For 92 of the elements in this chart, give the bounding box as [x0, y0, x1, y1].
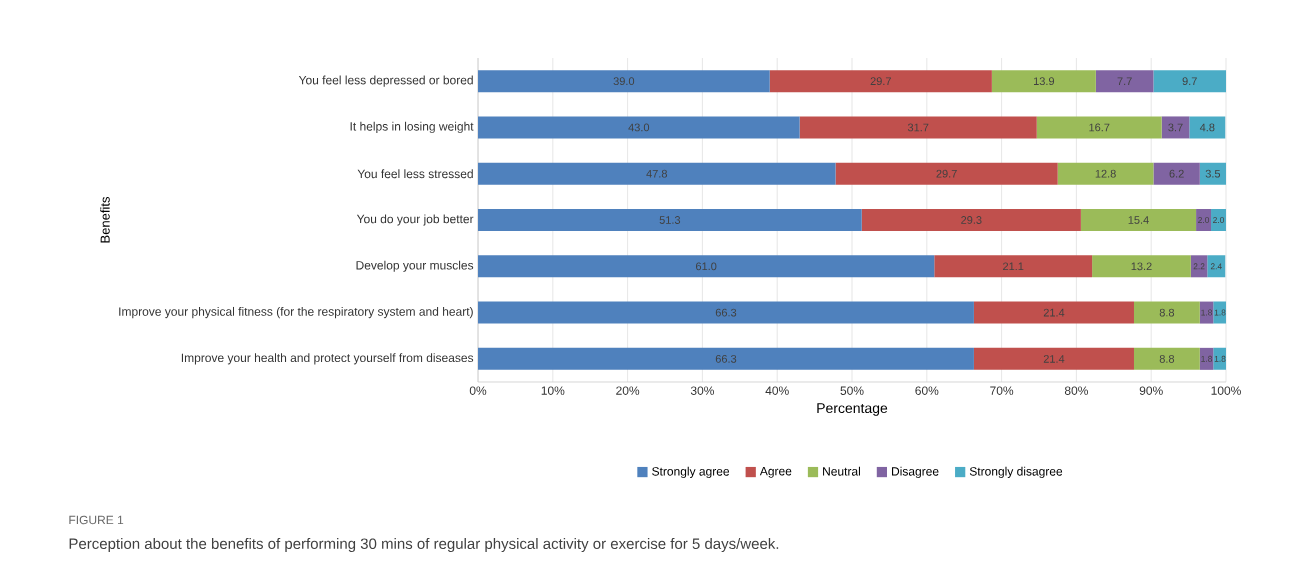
data-label: 1.8 — [1201, 309, 1213, 316]
data-label: 29.7 — [870, 77, 891, 86]
data-label: 29.7 — [936, 169, 957, 178]
x-tick-label: 10% — [541, 386, 565, 395]
x-tick-label: 100% — [1211, 386, 1241, 395]
bar — [1057, 162, 1154, 185]
bar — [478, 209, 862, 232]
x-tick-label: 40% — [765, 386, 789, 395]
data-label: 2.0 — [1213, 217, 1225, 223]
y-tick-label: Develop your muscles — [356, 260, 474, 272]
y-tick-label: It helps in losing weight — [350, 121, 474, 134]
bar — [478, 301, 974, 324]
bar — [799, 116, 1037, 139]
data-label: 3.7 — [1168, 123, 1183, 132]
bar — [991, 70, 1096, 93]
y-axis-title: Benefits — [100, 197, 110, 243]
data-label: 8.8 — [1159, 354, 1175, 363]
bar — [973, 301, 1134, 324]
data-label: 13.9 — [1034, 77, 1055, 86]
data-label: 6.2 — [1169, 169, 1184, 178]
legend-label: Strongly disagree — [969, 466, 1063, 478]
data-label: 12.8 — [1095, 169, 1116, 178]
legend-label: Disagree — [892, 466, 939, 478]
x-tick-label: 20% — [616, 386, 640, 395]
y-tick-label: Improve your physical fitness (for the respiratory system and heart) — [119, 306, 473, 319]
legend-label: Strongly agree — [652, 466, 730, 478]
data-label: 39.0 — [613, 77, 635, 86]
x-tick-label: 60% — [915, 386, 939, 395]
data-label: 4.8 — [1199, 123, 1215, 132]
y-tick-label: Improve your health and protect yourself from diseases — [181, 353, 474, 365]
data-label: 9.7 — [1182, 77, 1197, 86]
bar — [1133, 301, 1200, 324]
bar — [478, 347, 974, 370]
bar — [1190, 255, 1208, 278]
data-label: 21.4 — [1043, 355, 1065, 363]
bar — [973, 347, 1134, 370]
bar — [1036, 116, 1162, 139]
data-label: 7.7 — [1117, 77, 1132, 85]
bar — [1092, 255, 1191, 278]
x-tick-label: 0% — [469, 386, 487, 395]
x-axis-title: Percentage — [817, 403, 888, 416]
data-label: 1.8 — [1201, 355, 1213, 362]
x-tick-label: 70% — [990, 386, 1014, 395]
data-label: 15.4 — [1128, 216, 1149, 224]
x-tick-label: 80% — [1064, 386, 1088, 395]
bar — [478, 70, 770, 93]
data-label: 47.8 — [646, 169, 668, 178]
data-label: 1.8 — [1214, 355, 1226, 362]
text: Perception about the benefits of performing 30 mins of regular physical activity or exercise for 5 days/week. — [69, 538, 779, 552]
x-tick-label: 30% — [690, 386, 714, 395]
data-label: 21.1 — [1003, 262, 1024, 271]
data-label: 2.4 — [1210, 263, 1222, 270]
data-label: 31.7 — [907, 123, 929, 132]
bar — [1095, 70, 1154, 93]
bar — [1153, 162, 1200, 185]
legend-label: Neutral — [823, 466, 860, 476]
bar — [478, 255, 935, 278]
y-tick-label: You do your job better — [356, 214, 474, 226]
data-label: 3.5 — [1205, 169, 1221, 178]
data-label: 43.0 — [628, 123, 650, 132]
bar — [861, 209, 1081, 232]
legend-label: Agree — [759, 467, 792, 478]
bar — [1133, 347, 1200, 370]
y-tick-label: You feel less stressed — [357, 169, 473, 179]
bar — [835, 162, 1058, 185]
data-label: 51.3 — [659, 216, 681, 224]
data-label: 66.3 — [715, 308, 737, 317]
data-label: 1.8 — [1214, 309, 1226, 316]
x-tick-label: 50% — [840, 386, 864, 395]
x-tick-label: 90% — [1139, 386, 1163, 395]
bar — [1161, 116, 1190, 139]
bar — [478, 116, 800, 139]
bar — [1199, 301, 1214, 324]
bar — [1189, 116, 1226, 139]
data-label: 2.2 — [1193, 263, 1205, 270]
bar — [1207, 255, 1226, 278]
data-label: 29.3 — [961, 216, 982, 224]
bar — [1153, 70, 1226, 93]
data-label: 61.0 — [696, 262, 717, 271]
bar — [1196, 209, 1212, 232]
data-label: 8.8 — [1159, 308, 1175, 317]
y-tick-label: You feel less depressed or bored — [298, 75, 473, 87]
data-label: 16.7 — [1089, 123, 1110, 132]
bar — [478, 162, 836, 185]
data-label: 66.3 — [715, 354, 737, 363]
bar — [769, 70, 992, 93]
data-label: 2.0 — [1198, 217, 1210, 223]
bar — [1080, 209, 1197, 232]
bar — [934, 255, 1093, 278]
caption: FIGURE 1 — [69, 515, 124, 525]
data-label: 21.4 — [1043, 308, 1065, 317]
data-label: 13.2 — [1131, 262, 1152, 271]
